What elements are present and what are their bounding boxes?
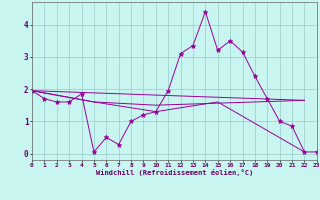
X-axis label: Windchill (Refroidissement éolien,°C): Windchill (Refroidissement éolien,°C) xyxy=(96,169,253,176)
